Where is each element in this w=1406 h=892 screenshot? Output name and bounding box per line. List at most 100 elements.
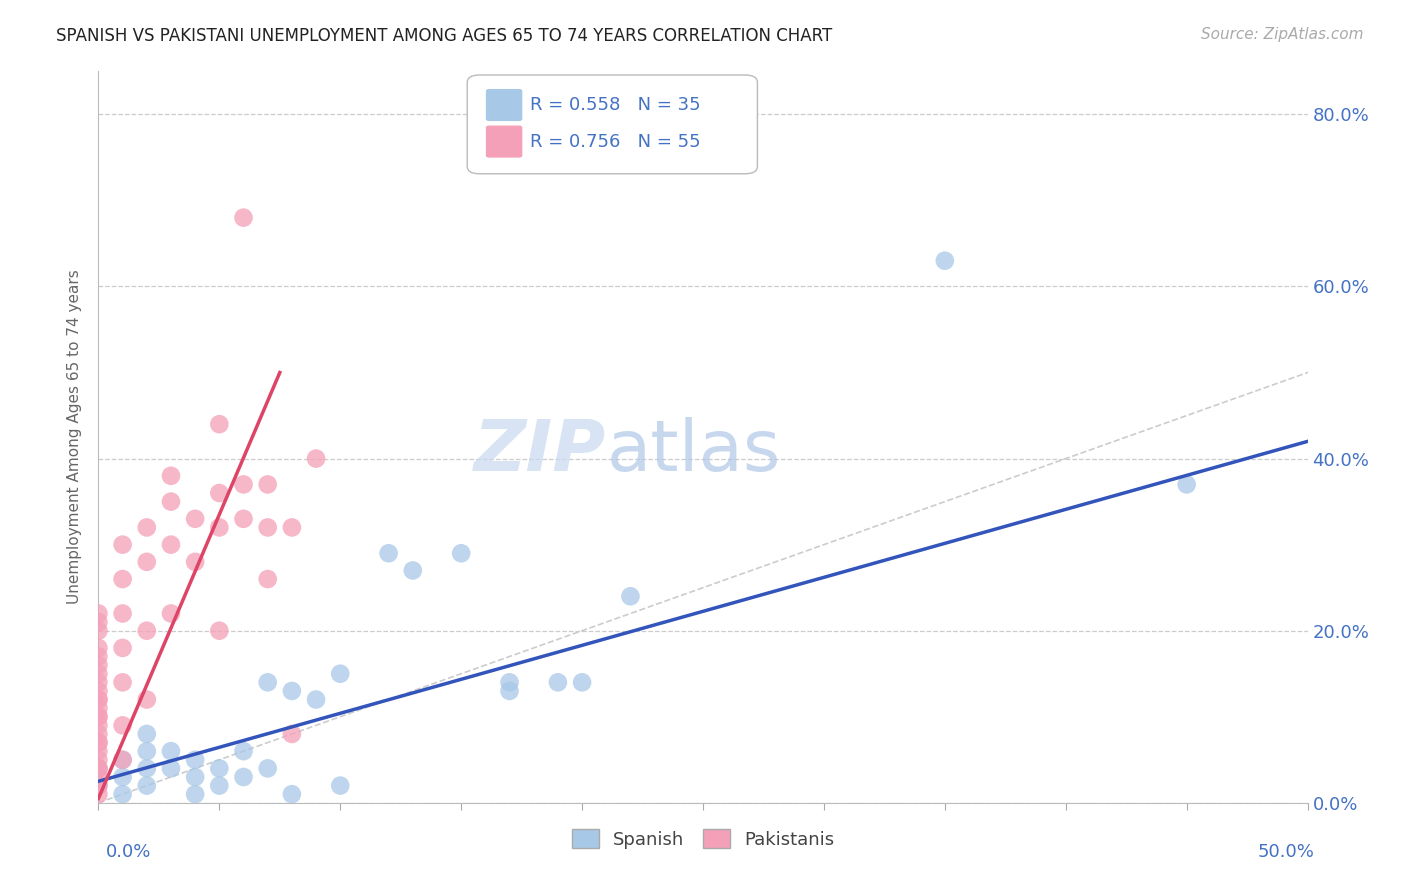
Point [87, 735, 110, 749]
Point [111, 753, 134, 767]
Point [547, 675, 569, 690]
Point [208, 779, 231, 793]
Point [135, 779, 157, 793]
Point [111, 572, 134, 586]
Point [256, 572, 278, 586]
Point [160, 494, 183, 508]
Point [256, 761, 278, 775]
Point [87, 761, 110, 775]
Point [450, 546, 472, 560]
Point [329, 779, 352, 793]
Point [281, 520, 304, 534]
Point [111, 787, 134, 801]
Point [135, 520, 157, 534]
Point [160, 607, 183, 621]
Text: Source: ZipAtlas.com: Source: ZipAtlas.com [1201, 27, 1364, 42]
Point [232, 744, 254, 758]
Point [256, 477, 278, 491]
Point [111, 538, 134, 552]
Point [87, 753, 110, 767]
Point [208, 417, 231, 432]
Point [87, 624, 110, 638]
Point [87, 761, 110, 775]
Point [160, 538, 183, 552]
Point [87, 666, 110, 681]
Point [87, 675, 110, 690]
Point [111, 753, 134, 767]
Point [87, 607, 110, 621]
Text: ZIP: ZIP [474, 417, 606, 486]
Point [232, 211, 254, 225]
Point [87, 735, 110, 749]
Point [135, 744, 157, 758]
Text: atlas: atlas [606, 417, 780, 486]
FancyBboxPatch shape [467, 75, 758, 174]
Point [87, 658, 110, 673]
Point [87, 787, 110, 801]
Point [256, 675, 278, 690]
Point [208, 486, 231, 500]
Point [87, 649, 110, 664]
Point [135, 624, 157, 638]
Point [184, 555, 207, 569]
Point [87, 779, 110, 793]
Point [87, 718, 110, 732]
Point [160, 744, 183, 758]
Point [87, 692, 110, 706]
Point [87, 779, 110, 793]
Point [498, 675, 520, 690]
Point [87, 744, 110, 758]
Point [111, 675, 134, 690]
Point [184, 753, 207, 767]
Point [87, 615, 110, 629]
Point [135, 727, 157, 741]
Point [160, 468, 183, 483]
Point [87, 701, 110, 715]
FancyBboxPatch shape [486, 89, 522, 120]
Point [184, 787, 207, 801]
Point [232, 512, 254, 526]
Point [135, 692, 157, 706]
Point [135, 555, 157, 569]
Point [305, 692, 328, 706]
Point [87, 710, 110, 724]
Point [377, 546, 399, 560]
Point [208, 520, 231, 534]
Point [87, 640, 110, 655]
Point [135, 761, 157, 775]
Point [208, 624, 231, 638]
Point [571, 675, 593, 690]
Point [87, 761, 110, 775]
Point [232, 770, 254, 784]
Point [1175, 477, 1198, 491]
Point [160, 761, 183, 775]
FancyBboxPatch shape [486, 126, 522, 157]
Point [498, 684, 520, 698]
Point [619, 589, 641, 603]
Point [87, 770, 110, 784]
Point [256, 520, 278, 534]
Point [111, 718, 134, 732]
Point [111, 640, 134, 655]
Point [184, 770, 207, 784]
Point [87, 727, 110, 741]
Point [87, 710, 110, 724]
Text: SPANISH VS PAKISTANI UNEMPLOYMENT AMONG AGES 65 TO 74 YEARS CORRELATION CHART: SPANISH VS PAKISTANI UNEMPLOYMENT AMONG … [56, 27, 832, 45]
Point [87, 692, 110, 706]
Point [281, 787, 304, 801]
Y-axis label: Unemployment Among Ages 65 to 74 years: Unemployment Among Ages 65 to 74 years [67, 269, 83, 605]
Point [232, 477, 254, 491]
Point [87, 684, 110, 698]
Text: 50.0%: 50.0% [1258, 843, 1315, 861]
Point [111, 770, 134, 784]
Point [402, 564, 425, 578]
Point [281, 727, 304, 741]
Point [184, 512, 207, 526]
Text: R = 0.558   N = 35: R = 0.558 N = 35 [530, 96, 700, 114]
Point [111, 607, 134, 621]
Point [281, 684, 304, 698]
Text: R = 0.756   N = 55: R = 0.756 N = 55 [530, 133, 700, 151]
Point [934, 253, 956, 268]
Legend: Spanish, Pakistanis: Spanish, Pakistanis [565, 822, 841, 856]
Point [329, 666, 352, 681]
